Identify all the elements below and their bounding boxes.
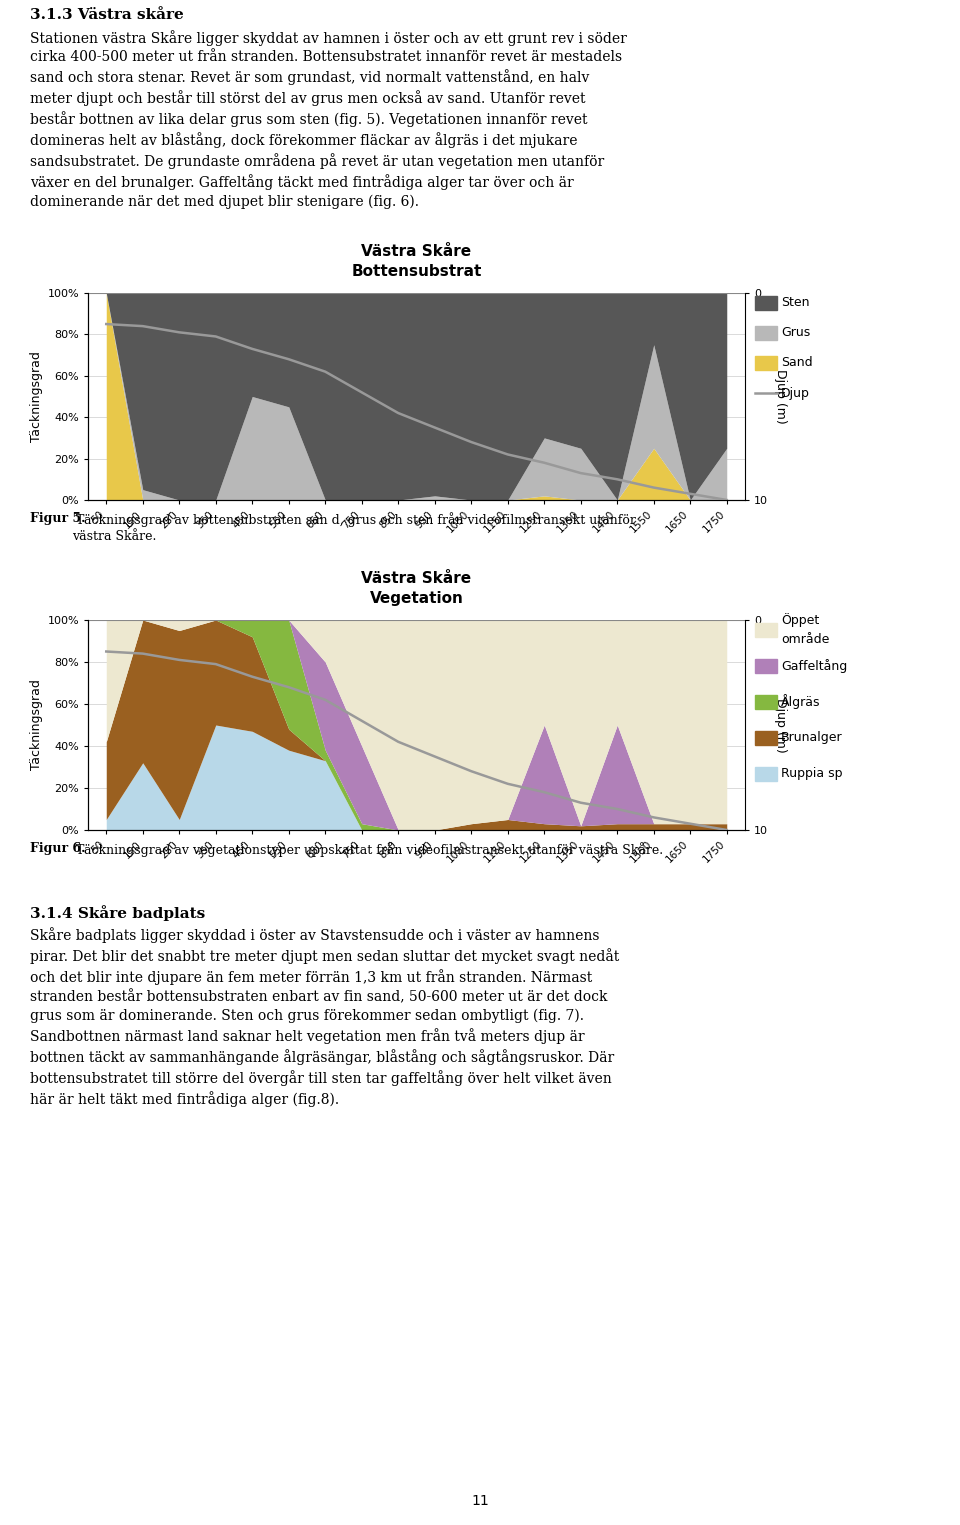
- Text: Ruppia sp: Ruppia sp: [781, 767, 843, 781]
- Y-axis label: Djup (m): Djup (m): [775, 697, 787, 752]
- Y-axis label: Täckningsgrad: Täckningsgrad: [30, 680, 43, 770]
- Text: Västra Skåre: Västra Skåre: [361, 570, 471, 586]
- Text: Gaffeltång: Gaffeltång: [781, 659, 848, 673]
- Y-axis label: Djup (m): Djup (m): [775, 369, 787, 424]
- Text: Stationen västra Skåre ligger skyddat av hamnen i öster och av ett grunt rev i s: Stationen västra Skåre ligger skyddat av…: [30, 30, 627, 209]
- Text: Sand: Sand: [781, 357, 812, 369]
- Text: Täckningsgrad av vegetationstyper uppskattat från videofilmstransekt utanför väs: Täckningsgrad av vegetationstyper uppska…: [72, 842, 663, 857]
- Text: Västra Skåre: Västra Skåre: [361, 244, 471, 259]
- Text: område: område: [781, 633, 829, 647]
- Text: Brunalger: Brunalger: [781, 732, 843, 744]
- Text: Bottensubstrat: Bottensubstrat: [351, 264, 482, 279]
- Text: Figur 6.: Figur 6.: [30, 842, 85, 856]
- Text: Ålgräs: Ålgräs: [781, 694, 821, 709]
- Text: Figur 5.: Figur 5.: [30, 512, 85, 525]
- Text: 3.1.3 Västra skåre: 3.1.3 Västra skåre: [30, 8, 183, 21]
- Text: 11: 11: [471, 1494, 489, 1508]
- Text: Skåre badplats ligger skyddad i öster av Stavstensudde och i väster av hamnens
p: Skåre badplats ligger skyddad i öster av…: [30, 927, 619, 1107]
- Text: Grus: Grus: [781, 326, 810, 340]
- Text: Djup: Djup: [781, 386, 810, 400]
- Text: Sten: Sten: [781, 296, 809, 310]
- Text: 3.1.4 Skåre badplats: 3.1.4 Skåre badplats: [30, 904, 205, 921]
- Text: Täckningsgrad av bottensubstraten san d, grus och sten från videofilmstransekt u: Täckningsgrad av bottensubstraten san d,…: [72, 512, 636, 543]
- Text: Öppet: Öppet: [781, 613, 819, 627]
- Text: Vegetation: Vegetation: [370, 592, 464, 605]
- Y-axis label: Täckningsgrad: Täckningsgrad: [30, 351, 43, 442]
